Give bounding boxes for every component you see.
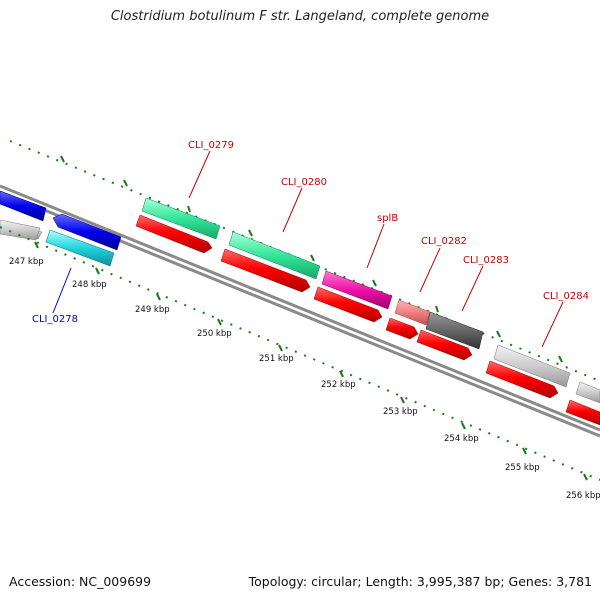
gene-feature <box>493 344 571 388</box>
tick-mark <box>558 355 563 363</box>
minus-strand-features[interactable] <box>0 213 122 267</box>
gene-feature <box>575 381 600 404</box>
tick-label: 249 kbp <box>135 305 170 315</box>
tick-mark <box>522 447 527 455</box>
tick-mark <box>95 267 100 275</box>
tick-mark <box>496 330 501 338</box>
accession-text: Accession: NC_009699 <box>9 574 152 589</box>
gene-label[interactable]: CLI_0278 <box>32 314 78 325</box>
tick-label: 254 kbp <box>444 434 479 444</box>
gene-feature <box>45 229 115 267</box>
tick-mark <box>372 279 377 287</box>
gene-feature <box>52 213 122 251</box>
tick-label: 256 kbp <box>566 491 600 501</box>
gene-label[interactable]: CLI_0284 <box>543 291 589 302</box>
tick-mark <box>187 205 191 213</box>
cds-features[interactable] <box>135 214 600 426</box>
gene-label[interactable]: CLI_0282 <box>421 236 467 247</box>
cds-arrow <box>416 329 473 361</box>
tick-mark <box>583 473 588 481</box>
tick-mark <box>123 179 128 187</box>
tick-mark <box>435 305 439 313</box>
gene-feature <box>0 190 47 222</box>
cds-arrow <box>135 214 213 254</box>
inner-tick-ring <box>0 226 600 481</box>
tick-mark <box>339 370 344 378</box>
tick-label: 247 kbp <box>9 257 44 267</box>
tick-label: 251 kbp <box>259 354 294 364</box>
gene-label[interactable]: CLI_0279 <box>188 140 234 151</box>
gene-feature <box>141 197 221 240</box>
cds-arrow <box>220 248 311 293</box>
outer-tick-ring <box>9 140 600 382</box>
tick-mark <box>60 155 65 163</box>
cds-arrow <box>565 399 600 426</box>
gene-feature <box>228 231 321 280</box>
tick-mark <box>217 318 222 326</box>
label-leaders <box>52 150 564 348</box>
tick-label: 255 kbp <box>505 463 540 473</box>
plus-strand-features[interactable] <box>0 190 600 404</box>
tick-mark <box>278 344 283 352</box>
tick-label: 248 kbp <box>72 280 107 290</box>
map-title: Clostridium botulinum F str. Langeland, … <box>110 9 490 24</box>
tick-mark <box>34 241 39 249</box>
gene-label[interactable]: CLI_0283 <box>463 255 509 266</box>
gene-feature <box>0 219 41 241</box>
gene-feature <box>425 311 484 350</box>
gene-feature <box>321 270 393 310</box>
cds-arrow <box>485 360 559 399</box>
genome-backbone <box>0 184 600 438</box>
cds-arrow <box>385 317 419 340</box>
tick-label: 252 kbp <box>321 380 356 390</box>
tick-mark <box>156 293 161 301</box>
gene-label[interactable]: CLI_0280 <box>281 177 327 188</box>
tick-label: 250 kbp <box>197 329 232 339</box>
genome-summary-text: Topology: circular; Length: 3,995,387 bp… <box>248 574 592 589</box>
gene-label[interactable]: splB <box>377 213 398 224</box>
gene-feature <box>394 299 431 326</box>
tick-mark <box>310 254 315 262</box>
tick-mark <box>248 229 253 237</box>
tick-mark <box>461 422 466 430</box>
tick-label: 253 kbp <box>383 407 418 417</box>
cds-arrow <box>313 286 383 323</box>
tick-mark <box>400 396 405 404</box>
